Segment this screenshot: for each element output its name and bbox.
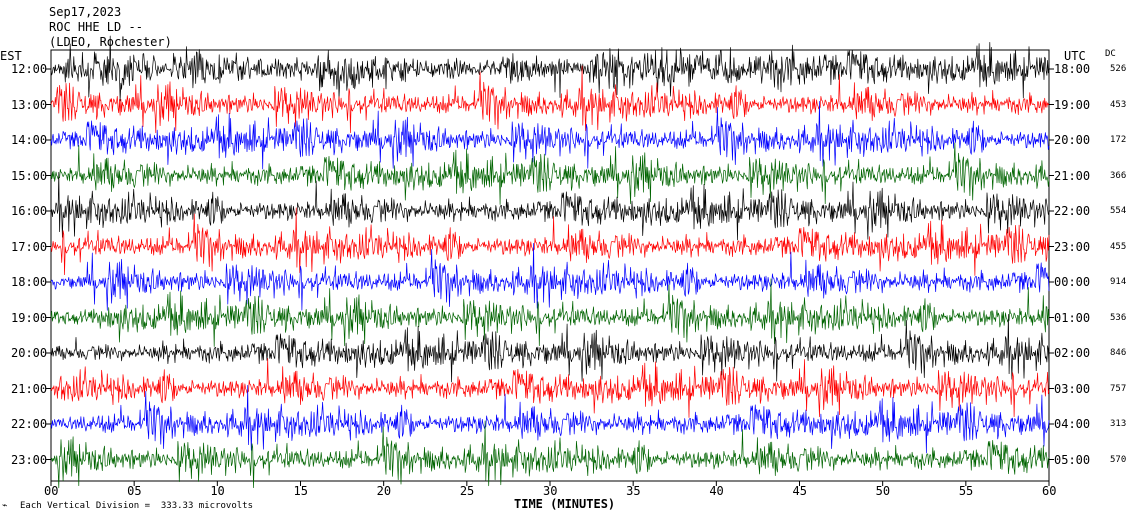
trace-1700 (50, 207, 1050, 276)
est-label: 19:00 (11, 310, 48, 325)
header-station: ROC HHE LD -- (49, 20, 143, 34)
dc-value: 914 (1110, 277, 1127, 287)
x-tick-label: 50 (875, 484, 891, 498)
est-label: 15:00 (11, 168, 48, 183)
x-tick-label: 00 (44, 484, 59, 498)
trace-2300 (50, 420, 1050, 489)
dc-value: 453 (1110, 99, 1127, 110)
utc-label: 00:00 (1054, 275, 1091, 289)
x-tick-label: 10 (210, 484, 225, 498)
x-tick-label: 30 (543, 484, 558, 498)
x-tick-label: 20 (376, 484, 392, 498)
trace-1300 (50, 65, 1050, 134)
x-tick-label: 55 (958, 484, 974, 498)
header-date: Sep17,2023 (49, 5, 122, 19)
est-label: 13:00 (11, 97, 48, 112)
trace-2000 (50, 313, 1050, 383)
est-label: 23:00 (11, 452, 48, 467)
x-tick-label: 40 (709, 484, 724, 498)
utc-label: 23:00 (1054, 239, 1091, 254)
x-tick-label: 35 (626, 484, 641, 498)
utc-label: 05:00 (1054, 452, 1091, 467)
dc-value: 536 (1110, 312, 1127, 323)
left-axis-label: EST (0, 49, 22, 63)
dc-label: DC (1105, 49, 1116, 59)
dc-value: 172 (1110, 135, 1127, 145)
utc-label: 21:00 (1054, 168, 1091, 183)
utc-label: 02:00 (1054, 346, 1091, 360)
utc-label: 20:00 (1054, 133, 1091, 147)
x-tick-label: 25 (459, 484, 475, 498)
x-tick-label: 45 (792, 484, 807, 498)
utc-label: 04:00 (1054, 417, 1091, 431)
est-label: 22:00 (11, 417, 48, 431)
trace-1600 (50, 171, 1050, 241)
utc-label: 03:00 (1054, 381, 1091, 396)
scale-note: Each Vertical Division = 333.33 microvol… (20, 501, 253, 511)
utc-label: 18:00 (1054, 62, 1091, 76)
utc-label: 19:00 (1054, 97, 1091, 112)
dc-value: 313 (1110, 419, 1127, 429)
trace-2100 (50, 358, 1050, 418)
utc-label: 01:00 (1054, 310, 1091, 325)
trace-1900 (50, 278, 1050, 347)
dc-value: 570 (1110, 454, 1127, 465)
dc-value: 366 (1110, 170, 1127, 181)
dc-value: 554 (1110, 206, 1127, 216)
est-label: 21:00 (11, 381, 48, 396)
x-axis-title: TIME (MINUTES) (514, 497, 616, 511)
dc-value: 846 (1110, 348, 1127, 358)
dc-value: 455 (1110, 241, 1127, 252)
dc-value: 526 (1110, 64, 1127, 74)
trace-1500 (50, 142, 1050, 205)
est-label: 20:00 (11, 346, 48, 360)
est-label: 18:00 (11, 275, 48, 289)
trace-1800 (50, 242, 1050, 311)
est-label: 16:00 (11, 204, 48, 218)
x-tick-label: 15 (293, 484, 308, 498)
trace-1400 (50, 100, 1050, 170)
header-location: (LDEO, Rochester) (49, 35, 172, 49)
utc-label: 22:00 (1054, 204, 1091, 218)
trace-1200 (50, 35, 1050, 102)
dc-value: 757 (1110, 383, 1127, 394)
x-tick-label: 05 (127, 484, 142, 498)
right-axis-label: UTC (1064, 49, 1086, 63)
est-label: 14:00 (11, 133, 48, 147)
x-tick-label: 60 (1042, 484, 1057, 498)
est-label: 12:00 (11, 62, 48, 76)
est-label: 17:00 (11, 239, 48, 254)
scale-icon: ⌁ (2, 501, 8, 511)
trace-2200 (50, 384, 1050, 454)
